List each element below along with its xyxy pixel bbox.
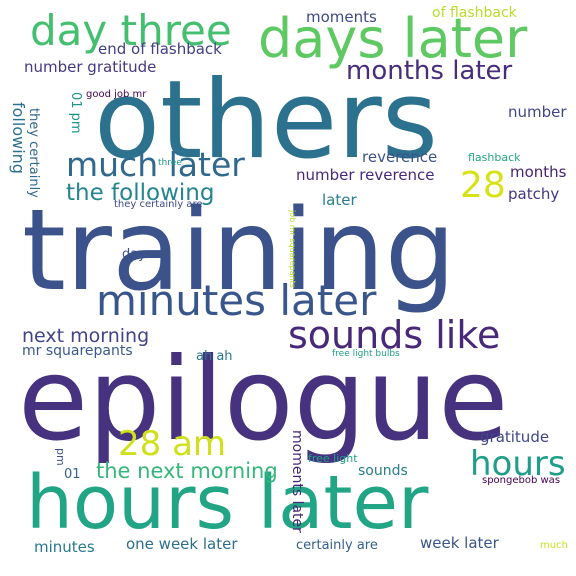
- word: flashback: [468, 151, 521, 164]
- word: spongebob was: [482, 475, 561, 486]
- word: days later: [258, 7, 528, 70]
- word: hours: [470, 444, 566, 484]
- word: mr squarepants: [22, 343, 133, 359]
- word: minutes: [34, 538, 95, 556]
- word: 28: [460, 165, 506, 206]
- word: much later: [66, 145, 245, 184]
- word: free light: [308, 452, 358, 465]
- word: number: [508, 103, 567, 121]
- word: training: [22, 186, 456, 316]
- word: one week later: [126, 535, 238, 553]
- word: patchy: [508, 185, 560, 203]
- word: hours later: [26, 460, 429, 546]
- word: week later: [420, 534, 499, 552]
- word: gratitude: [480, 428, 550, 446]
- word: number reverence: [296, 166, 435, 184]
- word: sounds like: [288, 313, 501, 357]
- word-vertical: moments later: [289, 430, 305, 533]
- word: end of flashback: [98, 40, 222, 58]
- word-vertical: 01 pm: [68, 92, 83, 134]
- word: three: [158, 158, 182, 168]
- word: later: [322, 191, 357, 209]
- word: good job mr: [86, 89, 147, 100]
- word-vertical: job mr squarepants: [288, 210, 297, 288]
- word: 28 am: [118, 424, 227, 464]
- word: number gratitude: [24, 58, 157, 76]
- word: moments: [306, 8, 377, 26]
- word: others: [94, 58, 438, 183]
- word: months: [510, 163, 567, 181]
- word: next morning: [22, 325, 150, 347]
- word: ah ah: [196, 349, 233, 364]
- word: the next morning: [96, 459, 278, 483]
- word: of flashback: [432, 5, 517, 21]
- word-vertical: they certainly: [26, 108, 41, 198]
- word-vertical: following: [9, 102, 28, 174]
- word: reverence: [362, 148, 438, 166]
- word: 01: [64, 467, 81, 482]
- word: they certainly are: [114, 199, 203, 210]
- word: days: [122, 247, 153, 262]
- word: sounds: [358, 463, 408, 479]
- word: the following: [66, 180, 215, 206]
- word-vertical: pm: [54, 448, 67, 466]
- word: certainly are: [296, 538, 378, 553]
- word: months later: [346, 56, 513, 86]
- word: day three: [30, 6, 232, 55]
- word: epilogue: [18, 333, 509, 466]
- word: free light bulbs: [332, 349, 400, 359]
- word: much: [540, 540, 568, 551]
- word: minutes later: [96, 276, 377, 325]
